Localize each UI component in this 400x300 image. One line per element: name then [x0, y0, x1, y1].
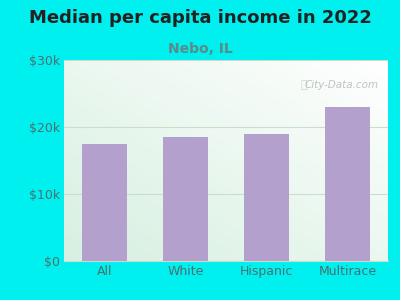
- Bar: [244, 134, 289, 261]
- Text: Median per capita income in 2022: Median per capita income in 2022: [28, 9, 372, 27]
- Bar: [82, 144, 127, 261]
- Bar: [325, 107, 370, 261]
- Text: Nebo, IL: Nebo, IL: [168, 42, 232, 56]
- Bar: [163, 137, 208, 261]
- Text: ⓘ: ⓘ: [300, 80, 307, 90]
- Text: City-Data.com: City-Data.com: [304, 80, 378, 90]
